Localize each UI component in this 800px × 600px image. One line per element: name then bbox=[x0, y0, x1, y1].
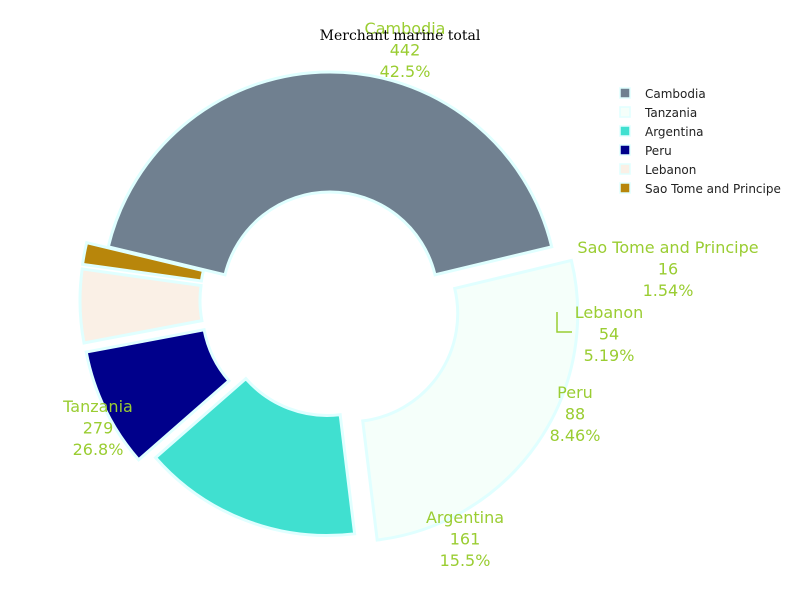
legend-swatch[interactable] bbox=[619, 163, 631, 175]
leader-line-lebanon bbox=[556, 312, 572, 333]
donut-slices bbox=[78, 70, 580, 542]
slice-argentina[interactable] bbox=[153, 376, 357, 537]
legend-label[interactable]: Tanzania bbox=[644, 106, 697, 120]
slice-tanzania[interactable] bbox=[361, 258, 580, 542]
legend-label[interactable]: Sao Tome and Principe bbox=[645, 182, 781, 196]
slice-label: Peru 88 8.46% bbox=[550, 383, 601, 445]
chart-title: Merchant marine total bbox=[320, 28, 481, 44]
legend-label[interactable]: Lebanon bbox=[645, 163, 696, 177]
legend-label[interactable]: Argentina bbox=[645, 125, 704, 139]
legend-swatch[interactable] bbox=[619, 106, 631, 118]
slice-label: Tanzania 279 26.8% bbox=[62, 397, 133, 459]
slice-label: Lebanon 54 5.19% bbox=[575, 303, 644, 365]
legend-swatch[interactable] bbox=[619, 144, 631, 156]
slice-lebanon[interactable] bbox=[78, 267, 204, 345]
slice-labels: Cambodia 442 42.5% Tanzania 279 26.8% Argentin… bbox=[62, 19, 758, 570]
slice-sao-tome-and-principe[interactable] bbox=[80, 240, 206, 283]
slice-label: Cambodia 442 42.5% bbox=[365, 19, 446, 81]
legend-swatch[interactable] bbox=[619, 87, 631, 99]
legend-swatch[interactable] bbox=[619, 125, 631, 137]
slice-peru[interactable] bbox=[84, 327, 232, 462]
legend-label[interactable]: Cambodia bbox=[645, 87, 706, 101]
legend-swatch[interactable] bbox=[619, 182, 631, 194]
slice-cambodia[interactable] bbox=[106, 70, 554, 277]
slice-label: Argentina 161 15.5% bbox=[426, 508, 504, 570]
legend-label[interactable]: Peru bbox=[645, 144, 672, 158]
leader-lines bbox=[556, 312, 572, 333]
slice-label: Sao Tome and Principe 16 1.54% bbox=[577, 238, 758, 300]
legend: Cambodia Tanzania Argentina Peru Lebanon Sao … bbox=[619, 87, 781, 196]
